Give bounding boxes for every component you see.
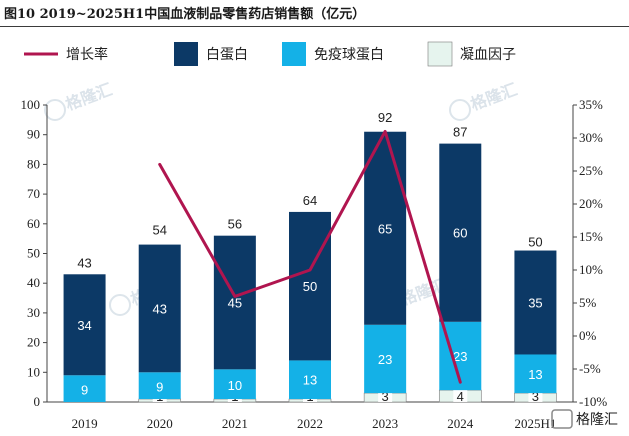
y-tick-label: 80 — [27, 156, 40, 171]
x-tick-label: 2019 — [72, 416, 98, 431]
y2-tick-label: 20% — [579, 196, 603, 211]
bar-total-label: 43 — [77, 255, 91, 270]
bar-segment — [289, 360, 331, 400]
y2-tick-label: 15% — [579, 229, 603, 244]
bar-total-label: 92 — [378, 110, 392, 125]
bar-segment-label: 9 — [81, 383, 88, 398]
bar-segment-label: 23 — [378, 352, 392, 367]
bar-segment — [213, 235, 256, 370]
bar-segment — [364, 324, 407, 394]
chart-title: 图10 2019~2025H1中国血液制品零售药店销售额（亿元） — [4, 7, 366, 22]
y-tick-label: 90 — [27, 127, 40, 142]
bar-segment-label: 23 — [453, 349, 467, 364]
legend-label: 免疫球蛋白 — [314, 47, 384, 63]
legend-label: 白蛋白 — [206, 47, 248, 63]
x-tick-label: 2022 — [297, 416, 323, 431]
bar-segment — [138, 244, 181, 373]
bar-segment-label: 3 — [532, 389, 539, 404]
x-tick-label: 2024 — [447, 416, 474, 431]
bar-segment — [514, 354, 557, 394]
legend-swatch — [427, 41, 453, 67]
legend-label: 增长率 — [66, 46, 108, 63]
bar-segment-label: 35 — [528, 296, 542, 311]
bar-total-label: 64 — [303, 193, 317, 208]
bar-segment-label: 9 — [156, 380, 163, 395]
bar-segment-label: 60 — [453, 226, 467, 241]
bar-segment — [364, 131, 407, 325]
bar-segment-label: 10 — [228, 378, 242, 393]
brand-logo-icon — [551, 409, 573, 429]
y-tick-label: 50 — [27, 246, 40, 261]
y-tick-label: 60 — [27, 216, 40, 231]
watermark-text: 格隆汇 — [468, 80, 520, 114]
bar-segment-label: 3 — [382, 389, 389, 404]
legend-swatch — [174, 42, 198, 66]
bar-segment — [63, 274, 106, 376]
y-tick-label: 10 — [27, 364, 40, 379]
bar-label-bg — [453, 389, 468, 402]
watermark-text: 格隆汇 — [63, 80, 115, 114]
bar-segment-label: 13 — [303, 373, 317, 388]
y2-tick-label: 30% — [579, 130, 603, 145]
bar-segment-label: 13 — [528, 367, 542, 382]
x-tick-label: 2021 — [222, 416, 248, 431]
y2-tick-label: -10% — [579, 394, 607, 409]
bar-total-label: 50 — [528, 235, 542, 250]
bar-total-label: 87 — [453, 125, 467, 140]
legend-label: 凝血因子 — [460, 47, 516, 63]
y-tick-label: 40 — [27, 275, 40, 290]
y2-tick-label: 5% — [579, 295, 597, 310]
bar-segment — [63, 375, 106, 402]
watermark-logo-icon — [44, 99, 66, 121]
title-divider — [0, 26, 629, 27]
legend-swatch — [282, 42, 306, 66]
bar-segment — [289, 211, 331, 361]
y2-tick-label: 10% — [579, 262, 603, 277]
x-tick-label: 2025H1 — [514, 416, 556, 431]
brand-logo-text: 格隆汇 — [576, 412, 618, 428]
y-tick-label: 100 — [21, 97, 41, 112]
bar-segment — [439, 143, 482, 322]
bar-segment-label: 65 — [378, 221, 392, 236]
bar-segment-label: 50 — [303, 279, 317, 294]
y-tick-label: 0 — [34, 394, 41, 409]
bar-segment — [514, 250, 557, 355]
x-tick-label: 2023 — [372, 416, 398, 431]
bar-segment-label: 45 — [228, 296, 242, 311]
x-tick-label: 2020 — [147, 416, 173, 431]
bar-segment-label: 43 — [152, 301, 166, 316]
bar-segment — [138, 372, 181, 400]
y2-tick-label: 0% — [579, 328, 597, 343]
y2-tick-label: 35% — [579, 97, 603, 112]
bar-segment-label: 34 — [77, 318, 91, 333]
y2-tick-label: 25% — [579, 163, 603, 178]
y2-tick-label: -5% — [579, 361, 601, 376]
bar-segment-label: 4 — [457, 389, 464, 404]
bar-total-label: 54 — [152, 223, 166, 238]
y-tick-label: 20 — [27, 335, 40, 350]
watermark-logo-icon — [449, 99, 471, 121]
bar-total-label: 56 — [228, 217, 242, 232]
watermark-logo-icon — [109, 294, 131, 316]
y-tick-label: 70 — [27, 186, 40, 201]
bar-segment — [213, 369, 256, 400]
y-tick-label: 30 — [27, 305, 40, 320]
